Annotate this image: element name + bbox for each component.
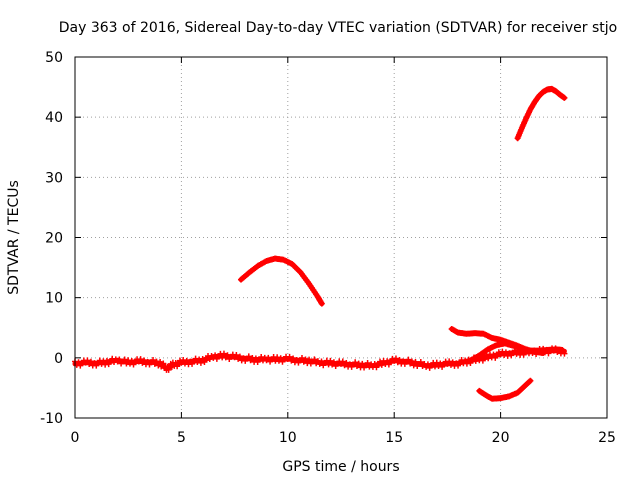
axis-ticks: 0 5 10 15 20 25 -10 0 10 20 30 40 50	[40, 50, 616, 446]
data-point	[559, 347, 566, 354]
data-point	[141, 357, 148, 364]
data-point	[245, 353, 252, 360]
data-point	[359, 360, 366, 367]
data-point	[396, 356, 403, 363]
data-point	[121, 356, 128, 363]
data-point	[306, 356, 313, 363]
data-point	[224, 352, 231, 359]
data-point	[160, 360, 167, 367]
data-point	[405, 356, 412, 363]
data-point	[527, 377, 534, 384]
series-arc-9h	[237, 255, 325, 307]
data-point	[298, 355, 305, 362]
data-point	[150, 357, 157, 364]
y-axis-label: SDTVAR / TECUs	[6, 180, 22, 295]
data-point	[197, 359, 204, 366]
data-point	[128, 358, 135, 365]
data-point	[330, 359, 337, 366]
chart-title: Day 363 of 2016, Sidereal Day-to-day VTE…	[59, 20, 617, 36]
data-point	[352, 359, 359, 366]
data-point	[265, 354, 272, 361]
data-point	[377, 358, 384, 365]
data-point	[201, 359, 208, 366]
data-point	[286, 353, 293, 360]
y-tick-label: 10	[45, 291, 63, 307]
data-point	[499, 348, 506, 355]
y-tick-label: 20	[45, 231, 63, 247]
x-tick-label: 25	[598, 430, 616, 446]
data-point	[258, 353, 265, 360]
y-tick-label: 40	[45, 110, 63, 126]
series-arc-21h	[514, 85, 568, 142]
data-point	[561, 94, 568, 101]
y-tick-label: 0	[54, 351, 63, 367]
data-point	[424, 361, 431, 368]
data-point	[274, 354, 281, 361]
data-point	[343, 359, 350, 366]
data-point	[220, 350, 227, 357]
data-point	[417, 359, 424, 366]
data-point	[318, 358, 325, 365]
data-point	[561, 350, 568, 357]
data-point	[96, 357, 103, 364]
data-point	[180, 357, 187, 364]
data-point	[84, 357, 91, 364]
x-axis-label: GPS time / hours	[282, 459, 399, 475]
series-loop-19h	[467, 340, 566, 364]
data-point	[125, 357, 132, 364]
x-tick-label: 15	[385, 430, 403, 446]
data-point	[236, 353, 243, 360]
data-point	[277, 355, 284, 362]
data-point	[87, 358, 94, 365]
y-tick-label: -10	[40, 411, 63, 427]
data-point	[233, 352, 240, 359]
grid	[75, 57, 607, 418]
data-point	[446, 358, 453, 365]
data-marks	[72, 85, 568, 402]
data-point	[75, 359, 82, 366]
data-point	[339, 358, 346, 365]
data-point	[192, 355, 199, 362]
data-point	[526, 378, 533, 385]
data-point	[449, 359, 456, 366]
data-point	[364, 359, 371, 366]
x-tick-label: 0	[71, 430, 80, 446]
data-point	[183, 357, 190, 364]
data-point	[206, 356, 213, 363]
data-point	[378, 361, 385, 368]
data-point	[437, 360, 444, 367]
x-tick-label: 10	[279, 430, 297, 446]
x-tick-label: 20	[492, 430, 510, 446]
data-point	[412, 359, 419, 366]
data-point	[327, 357, 334, 364]
data-point	[502, 349, 509, 356]
data-point	[433, 359, 440, 366]
data-point	[157, 359, 164, 366]
data-point	[212, 352, 219, 359]
data-point	[137, 356, 144, 363]
data-point	[485, 355, 492, 362]
data-point	[392, 355, 399, 362]
series-lower-branch-19h	[476, 377, 534, 402]
data-point	[252, 355, 259, 362]
data-point	[165, 366, 172, 373]
data-point	[311, 356, 318, 363]
x-tick-label: 5	[177, 430, 186, 446]
y-tick-label: 30	[45, 170, 63, 186]
data-point	[318, 300, 325, 307]
y-tick-label: 50	[45, 50, 63, 66]
data-point	[462, 357, 469, 364]
series-baseline-band	[72, 345, 568, 373]
data-point	[290, 355, 297, 362]
data-point	[116, 356, 123, 363]
